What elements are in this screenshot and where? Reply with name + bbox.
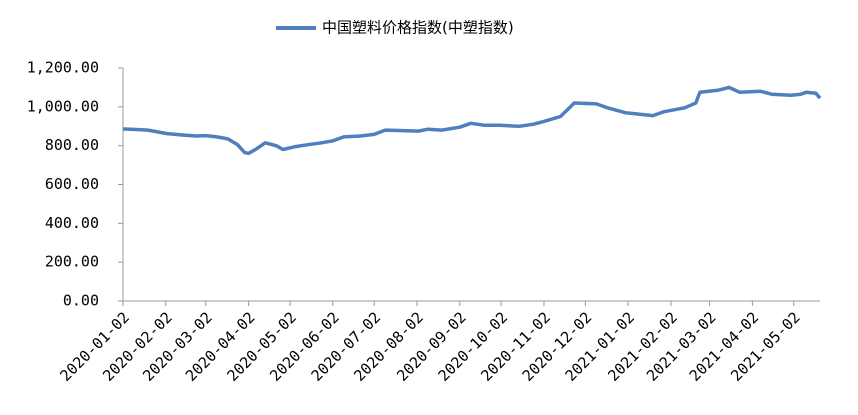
y-tick-label: 0.00 <box>63 292 99 310</box>
y-tick-label: 1,000.00 <box>27 97 99 115</box>
legend-label: 中国塑料价格指数(中塑指数) <box>322 19 514 37</box>
y-tick-label: 1,200.00 <box>27 59 99 77</box>
data-line <box>122 85 822 156</box>
y-tick-label: 800.00 <box>45 136 99 154</box>
y-tick-label: 600.00 <box>45 175 99 193</box>
y-tick-label: 400.00 <box>45 214 99 232</box>
y-tick-label: 200.00 <box>45 253 99 271</box>
